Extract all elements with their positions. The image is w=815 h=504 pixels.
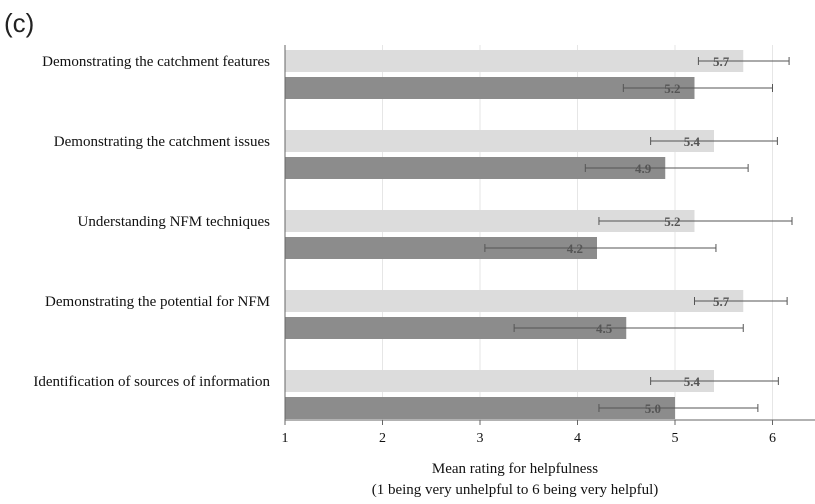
error-bar-4-series-1 bbox=[694, 297, 788, 305]
x-axis: 1 2 3 4 5 6 bbox=[282, 45, 815, 446]
bar-3-series-1 bbox=[285, 210, 695, 232]
value-label-4-series-1: 5.7 bbox=[713, 294, 730, 309]
x-tick-label-4: 4 bbox=[574, 431, 581, 446]
x-axis-subtitle: (1 being very unhelpful to 6 being very … bbox=[372, 482, 659, 498]
x-tick-label-6: 6 bbox=[769, 431, 776, 446]
value-label-5-series-1: 5.4 bbox=[684, 374, 701, 389]
bar-5-series-1 bbox=[285, 370, 714, 392]
x-tick-label-5: 5 bbox=[672, 431, 679, 446]
bar-4-series-1 bbox=[285, 290, 744, 312]
category-label-4: Demonstrating the potential for NFM bbox=[45, 294, 270, 310]
error-bar-2-series-2 bbox=[584, 164, 749, 172]
error-bars-group bbox=[484, 57, 793, 412]
x-tick-label-3: 3 bbox=[477, 431, 484, 446]
bar-1-series-1 bbox=[285, 50, 744, 72]
category-label-5: Identification of sources of information bbox=[33, 374, 270, 390]
error-bar-3-series-2 bbox=[484, 244, 717, 252]
bar-3-series-2 bbox=[285, 237, 597, 259]
value-label-4-series-2: 4.5 bbox=[596, 321, 613, 336]
bar-2-series-1 bbox=[285, 130, 714, 152]
x-tick-label-1: 1 bbox=[282, 431, 289, 446]
x-axis-title: Mean rating for helpfulness bbox=[432, 461, 598, 477]
error-bar-5-series-2 bbox=[598, 404, 759, 412]
error-bar-4-series-2 bbox=[513, 324, 744, 332]
value-label-2-series-2: 4.9 bbox=[635, 161, 652, 176]
bar-4-series-2 bbox=[285, 317, 627, 339]
value-label-3-series-1: 5.2 bbox=[664, 214, 680, 229]
error-bar-1-series-1 bbox=[697, 57, 790, 65]
value-labels-group: 5.7 5.2 5.4 4.9 5.2 4.2 5.7 4.5 5.4 5.0 bbox=[567, 54, 730, 416]
value-label-5-series-2: 5.0 bbox=[645, 401, 661, 416]
x-tick-label-2: 2 bbox=[379, 431, 386, 446]
category-labels-group: Demonstrating the catchment features Demo… bbox=[33, 54, 270, 390]
error-bar-2-series-1 bbox=[650, 137, 778, 145]
panel-label: (c) bbox=[4, 8, 34, 38]
category-label-3: Understanding NFM techniques bbox=[78, 214, 271, 230]
bar-5-series-2 bbox=[285, 397, 675, 419]
grid-lines bbox=[382, 45, 773, 420]
bar-1-series-2 bbox=[285, 77, 695, 99]
category-label-2: Demonstrating the catchment issues bbox=[54, 134, 270, 150]
bar-2-series-2 bbox=[285, 157, 666, 179]
category-label-1: Demonstrating the catchment features bbox=[42, 54, 270, 70]
error-bar-3-series-1 bbox=[598, 217, 793, 225]
error-bar-5-series-1 bbox=[650, 377, 779, 385]
value-label-1-series-2: 5.2 bbox=[664, 81, 680, 96]
bars-group bbox=[285, 50, 744, 419]
value-label-1-series-1: 5.7 bbox=[713, 54, 730, 69]
error-bar-1-series-2 bbox=[622, 84, 773, 92]
value-label-3-series-2: 4.2 bbox=[567, 241, 583, 256]
value-label-2-series-1: 5.4 bbox=[684, 134, 701, 149]
